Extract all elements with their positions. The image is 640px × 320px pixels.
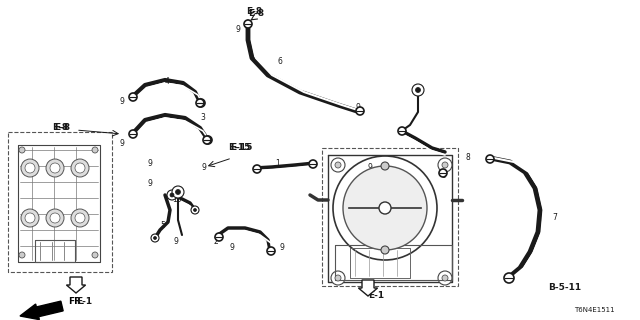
- Circle shape: [253, 165, 261, 173]
- Circle shape: [46, 209, 64, 227]
- Text: 9: 9: [120, 139, 125, 148]
- Text: 4: 4: [165, 77, 170, 86]
- Text: E-1: E-1: [76, 298, 92, 307]
- Text: 10: 10: [412, 87, 422, 97]
- Circle shape: [204, 136, 212, 144]
- Circle shape: [215, 233, 223, 241]
- Circle shape: [356, 107, 364, 115]
- Text: E-15: E-15: [230, 143, 252, 153]
- Circle shape: [442, 275, 448, 281]
- Circle shape: [129, 130, 137, 138]
- Circle shape: [75, 213, 85, 223]
- Circle shape: [92, 147, 98, 153]
- Text: 3: 3: [200, 113, 205, 122]
- Circle shape: [379, 202, 391, 214]
- Text: 5: 5: [160, 221, 165, 230]
- Circle shape: [193, 209, 196, 212]
- Circle shape: [438, 158, 452, 172]
- FancyArrow shape: [20, 301, 63, 320]
- Text: E-8: E-8: [246, 7, 262, 17]
- Text: 6: 6: [278, 58, 283, 67]
- Circle shape: [25, 213, 35, 223]
- Circle shape: [197, 99, 205, 107]
- Text: B-5-11: B-5-11: [548, 284, 581, 292]
- Text: 9: 9: [235, 26, 240, 35]
- Circle shape: [504, 273, 514, 283]
- Bar: [8, 132, 112, 272]
- Text: 9: 9: [441, 171, 446, 180]
- Text: 1: 1: [275, 158, 280, 167]
- Text: 9: 9: [253, 165, 258, 174]
- Text: 8: 8: [466, 154, 471, 163]
- Bar: [322, 148, 458, 286]
- Circle shape: [191, 206, 199, 214]
- Circle shape: [71, 209, 89, 227]
- Circle shape: [331, 158, 345, 172]
- Circle shape: [244, 20, 252, 28]
- Circle shape: [381, 246, 389, 254]
- Circle shape: [19, 252, 25, 258]
- Text: FR.: FR.: [68, 298, 84, 307]
- Text: 9: 9: [280, 243, 285, 252]
- Circle shape: [151, 234, 159, 242]
- Text: E-8: E-8: [248, 10, 264, 19]
- Text: 9: 9: [148, 158, 153, 167]
- Text: 7: 7: [552, 213, 557, 222]
- Circle shape: [486, 155, 494, 163]
- Text: 9: 9: [202, 163, 207, 172]
- Circle shape: [46, 159, 64, 177]
- Circle shape: [167, 190, 177, 200]
- Circle shape: [442, 162, 448, 168]
- Circle shape: [333, 156, 437, 260]
- Circle shape: [415, 87, 420, 92]
- Text: 10: 10: [172, 196, 182, 204]
- Circle shape: [381, 162, 389, 170]
- Circle shape: [343, 166, 427, 250]
- Circle shape: [21, 209, 39, 227]
- Circle shape: [203, 136, 211, 144]
- Circle shape: [71, 159, 89, 177]
- Text: 9: 9: [148, 179, 153, 188]
- Text: 9: 9: [120, 98, 125, 107]
- Circle shape: [439, 169, 447, 177]
- FancyArrow shape: [67, 277, 86, 293]
- Circle shape: [21, 159, 39, 177]
- Circle shape: [335, 162, 341, 168]
- Circle shape: [129, 93, 137, 101]
- Text: E-1: E-1: [368, 291, 384, 300]
- Circle shape: [267, 247, 275, 255]
- Circle shape: [19, 147, 25, 153]
- Text: E-8: E-8: [52, 124, 68, 132]
- Circle shape: [331, 271, 345, 285]
- Circle shape: [335, 275, 341, 281]
- Circle shape: [75, 163, 85, 173]
- Circle shape: [196, 99, 204, 107]
- Circle shape: [309, 160, 317, 168]
- FancyArrow shape: [358, 280, 378, 296]
- Text: 9: 9: [355, 103, 360, 113]
- Circle shape: [154, 236, 157, 239]
- Text: 9: 9: [230, 244, 235, 252]
- Text: E-8: E-8: [54, 124, 70, 132]
- Circle shape: [50, 163, 60, 173]
- Circle shape: [175, 189, 180, 195]
- Circle shape: [438, 271, 452, 285]
- Circle shape: [92, 252, 98, 258]
- Text: 9: 9: [173, 237, 178, 246]
- Text: 2: 2: [213, 237, 218, 246]
- Circle shape: [172, 186, 184, 198]
- Circle shape: [50, 213, 60, 223]
- Text: 9: 9: [507, 274, 512, 283]
- Circle shape: [25, 163, 35, 173]
- Circle shape: [170, 193, 174, 197]
- Circle shape: [398, 127, 406, 135]
- Text: T6N4E1511: T6N4E1511: [574, 307, 614, 313]
- Text: E-15: E-15: [228, 143, 250, 153]
- Circle shape: [412, 84, 424, 96]
- Text: 9: 9: [367, 164, 372, 172]
